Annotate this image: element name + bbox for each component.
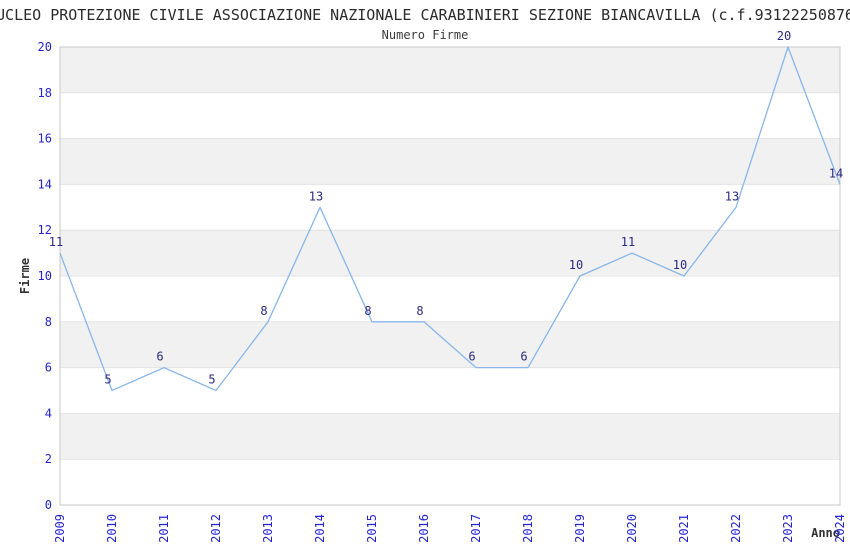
data-point-label: 11 — [621, 235, 635, 249]
y-axis-tick-label: 4 — [45, 406, 52, 420]
x-axis-tick-label: 2014 — [313, 514, 327, 543]
data-point-label: 8 — [364, 304, 371, 318]
y-axis-tick-label: 0 — [45, 498, 52, 512]
x-axis-tick-label: 2013 — [261, 514, 275, 543]
y-axis-tick-label: 16 — [38, 132, 52, 146]
x-axis-tick-label: 2019 — [573, 514, 587, 543]
y-axis-tick-label: 12 — [38, 223, 52, 237]
x-axis-tick-label: 2009 — [53, 514, 67, 543]
y-axis-tick-label: 10 — [38, 269, 52, 283]
y-axis-tick-label: 2 — [45, 452, 52, 466]
x-axis-tick-label: 2016 — [417, 514, 431, 543]
chart-subtitle: Numero Firme — [381, 28, 469, 42]
x-axis-tick-label: 2011 — [157, 514, 171, 543]
data-line — [59, 46, 841, 392]
background-band-gray — [60, 413, 840, 460]
chart-title: UCLEO PROTEZIONE CIVILE ASSOCIAZIONE NAZ… — [0, 6, 850, 24]
x-axis-tick-label: 2020 — [625, 514, 639, 543]
background-band-white — [60, 92, 840, 139]
x-axis-tick-label: 2024 — [833, 514, 847, 543]
data-point-label: 10 — [569, 258, 583, 272]
data-point-label: 8 — [416, 304, 423, 318]
data-point-label: 10 — [673, 258, 687, 272]
data-point-label: 8 — [260, 304, 267, 318]
data-point-label: 11 — [49, 235, 63, 249]
x-axis-tick-label: 2012 — [209, 514, 223, 543]
data-point-label: 5 — [104, 373, 111, 387]
data-point-label: 6 — [468, 350, 475, 364]
y-axis-tick-label: 14 — [38, 177, 52, 191]
data-point-label: 14 — [829, 166, 843, 180]
y-axis-tick-label: 8 — [45, 315, 52, 329]
x-axis-tick-label: 2023 — [781, 514, 795, 543]
background-band-gray — [60, 230, 840, 276]
data-point-label: 13 — [309, 189, 323, 203]
y-axis-tick-label: 18 — [38, 86, 52, 100]
data-point-label: 6 — [520, 350, 527, 364]
background-band-white — [60, 459, 840, 505]
y-axis-tick-label: 20 — [38, 40, 52, 54]
x-axis-tick-label: 2015 — [365, 514, 379, 543]
background-band-white — [60, 184, 840, 231]
background-band-white — [60, 276, 840, 322]
plot-border — [59, 46, 841, 506]
y-axis-tick-label: 6 — [45, 361, 52, 375]
data-point-label: 13 — [725, 189, 739, 203]
x-axis-tick-label: 2022 — [729, 514, 743, 543]
x-axis-tick-label: 2018 — [521, 514, 535, 543]
background-band-gray — [60, 47, 840, 93]
background-band-gray — [60, 138, 840, 185]
x-axis-title: Anno — [811, 526, 840, 540]
background-band-white — [60, 367, 840, 414]
data-point-label: 20 — [777, 29, 791, 43]
x-axis-tick-label: 2010 — [105, 514, 119, 543]
x-axis-tick-label: 2017 — [469, 514, 483, 543]
data-point-label: 5 — [208, 373, 215, 387]
data-point-label: 6 — [156, 350, 163, 364]
x-axis-tick-label: 2021 — [677, 514, 691, 543]
